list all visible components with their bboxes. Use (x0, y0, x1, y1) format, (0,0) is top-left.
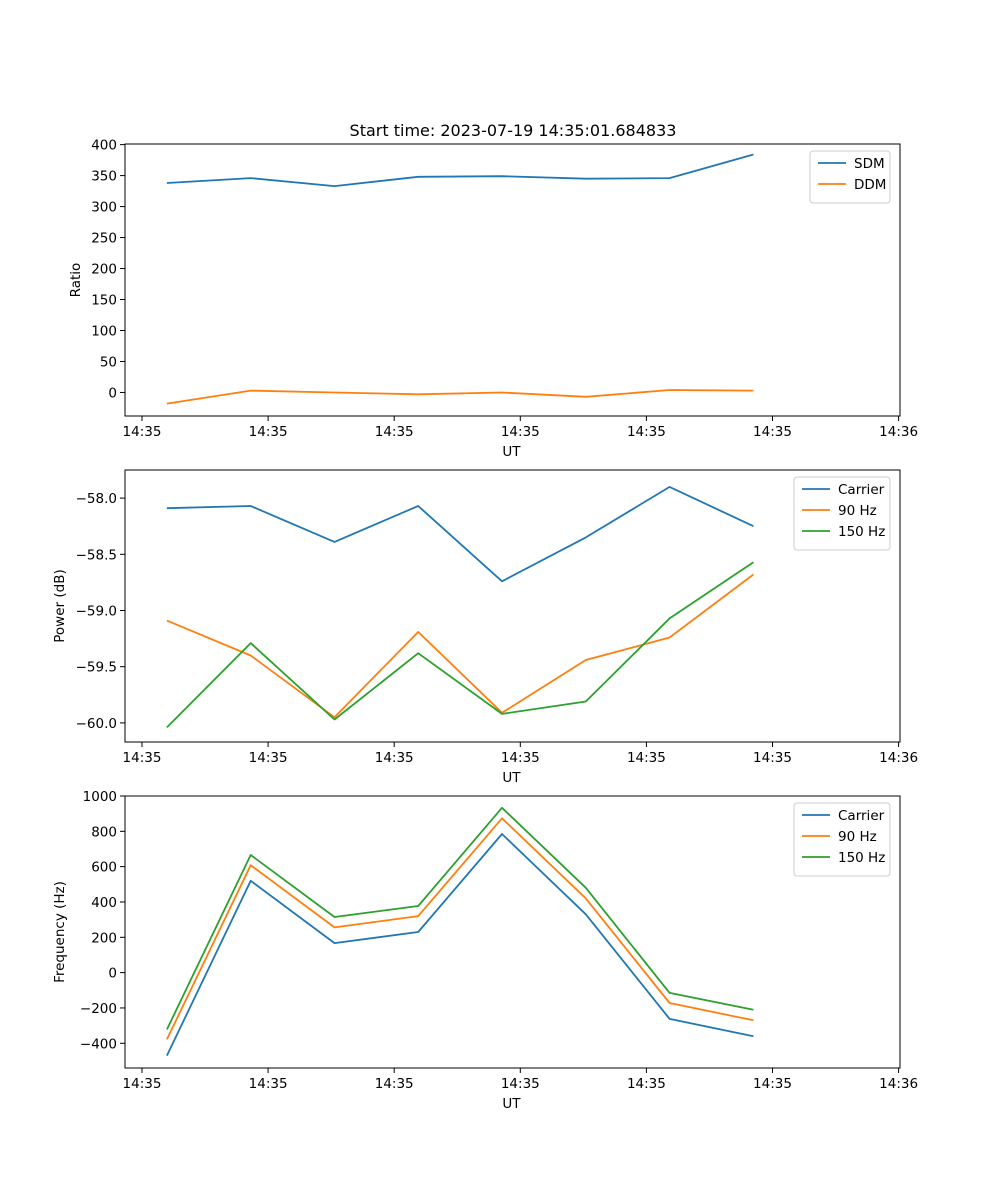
x-axis-label: UT (502, 444, 521, 460)
y-tick-label: 50 (100, 354, 117, 370)
x-tick-label: 14:35 (249, 424, 288, 440)
x-tick-label: 14:35 (627, 1076, 666, 1092)
axes-frame (124, 469, 901, 743)
x-tick-label: 14:35 (123, 750, 162, 766)
y-tick-label: 400 (91, 895, 117, 911)
series-line-90-hz (166, 817, 754, 1040)
legend: SDM DDM (809, 150, 891, 204)
legend-label: 150 Hz (838, 524, 885, 540)
y-tick-label: 800 (91, 824, 117, 840)
x-tick-label: 14:35 (501, 424, 540, 440)
legend-label: DDM (854, 177, 886, 193)
plots: 14:35 14:35 14:35 14:35 14:35 14:35 14:36 0 50 10… (52, 138, 918, 1112)
y-tick-label: 600 (91, 860, 117, 876)
y-tick-label: −400 (80, 1036, 117, 1052)
y-axis-label: Power (dB) (52, 569, 68, 642)
x-tick-label: 14:35 (753, 750, 792, 766)
y-axis-label: Frequency (Hz) (52, 881, 68, 983)
x-tick-label: 14:35 (123, 1076, 162, 1092)
x-tick-label: 14:35 (123, 424, 162, 440)
x-axis-label: UT (502, 770, 521, 786)
series-line-ddm (166, 389, 754, 405)
legend-label: SDM (854, 156, 885, 172)
x-tick-label: 14:35 (249, 1076, 288, 1092)
legend: Carrier 90 Hz 150 Hz (793, 476, 891, 551)
series-line-sdm (166, 153, 754, 188)
y-tick-label: 1000 (83, 789, 117, 805)
x-tick-label: 14:35 (753, 424, 792, 440)
axes-frame (124, 795, 901, 1069)
y-tick-label: −58.0 (76, 491, 117, 507)
x-tick-label: 14:35 (753, 1076, 792, 1092)
y-tick-label: 250 (91, 231, 117, 247)
legend: Carrier 90 Hz 150 Hz (793, 802, 891, 877)
y-tick-label: 0 (108, 966, 117, 982)
legend-label: Carrier (838, 808, 885, 824)
subplot-3: 14:35 14:35 14:35 14:35 14:35 14:35 14:36 −400 −… (52, 789, 918, 1112)
x-tick-label: 14:35 (501, 1076, 540, 1092)
subplot-1: 14:35 14:35 14:35 14:35 14:35 14:35 14:36 0 50 10… (68, 138, 918, 460)
y-tick-label: −200 (80, 1001, 117, 1017)
y-tick-label: −59.5 (76, 660, 117, 676)
y-tick-label: 100 (91, 323, 117, 339)
series-line-150-hz (166, 561, 754, 729)
y-tick-label: 0 (108, 385, 117, 401)
x-axis-label: UT (502, 1096, 521, 1112)
series-line-90-hz (166, 573, 754, 719)
x-tick-label: 14:35 (375, 750, 414, 766)
legend-label: 90 Hz (838, 503, 877, 519)
series-line-150-hz (166, 806, 754, 1030)
y-tick-label: 400 (91, 138, 117, 154)
y-tick-label: 200 (91, 262, 117, 278)
y-tick-label: 350 (91, 169, 117, 185)
series-line-carrier (166, 485, 754, 583)
x-tick-label: 14:35 (627, 424, 666, 440)
x-tick-label: 14:36 (879, 424, 918, 440)
series-line-carrier (166, 833, 754, 1056)
axes-frame (124, 143, 901, 417)
y-tick-label: 300 (91, 200, 117, 216)
subplot-2: 14:35 14:35 14:35 14:35 14:35 14:35 14:36 −58.0… (52, 469, 918, 786)
x-tick-label: 14:35 (501, 750, 540, 766)
x-tick-label: 14:35 (249, 750, 288, 766)
y-tick-label: −58.5 (76, 547, 117, 563)
y-tick-label: −60.0 (76, 716, 117, 732)
legend-label: 150 Hz (838, 850, 885, 866)
legend-label: 90 Hz (838, 829, 877, 845)
figure-title: Start time: 2023-07-19 14:35:01.684833 (350, 121, 677, 140)
y-tick-label: −59.0 (76, 603, 117, 619)
y-axis-label: Ratio (68, 263, 84, 298)
x-tick-label: 14:36 (879, 1076, 918, 1092)
x-tick-label: 14:35 (627, 750, 666, 766)
y-tick-label: 150 (91, 293, 117, 309)
y-tick-label: 200 (91, 930, 117, 946)
x-tick-label: 14:35 (375, 424, 414, 440)
x-tick-label: 14:35 (375, 1076, 414, 1092)
legend-box (809, 150, 891, 204)
x-tick-label: 14:36 (879, 750, 918, 766)
legend-label: Carrier (838, 482, 885, 498)
